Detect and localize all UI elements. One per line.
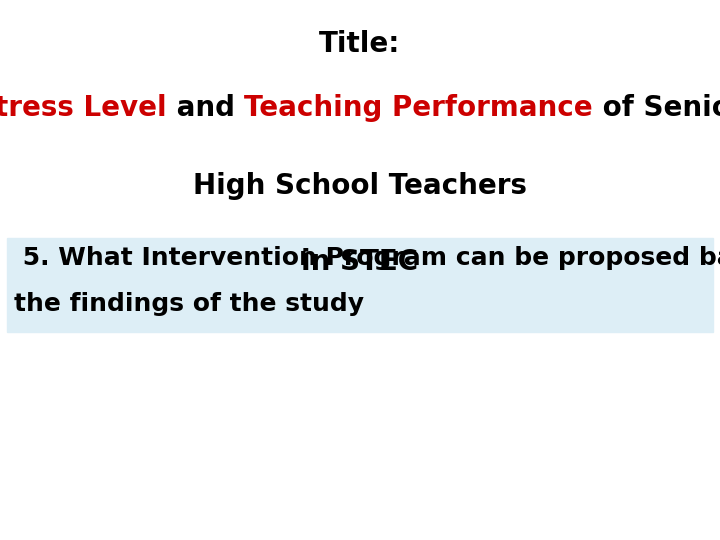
Text: in STEC: in STEC (302, 248, 418, 276)
Text: Stress Level: Stress Level (0, 94, 167, 122)
Text: High School Teachers: High School Teachers (193, 172, 527, 200)
Text: of Senior: of Senior (593, 94, 720, 122)
Text: and: and (167, 94, 245, 122)
Text: the findings of the study: the findings of the study (14, 292, 364, 315)
Text: 5. What Intervention Program can be proposed based on: 5. What Intervention Program can be prop… (14, 246, 720, 269)
Text: Teaching Performance: Teaching Performance (245, 94, 593, 122)
FancyBboxPatch shape (7, 238, 713, 332)
Text: Title:: Title: (319, 30, 401, 58)
